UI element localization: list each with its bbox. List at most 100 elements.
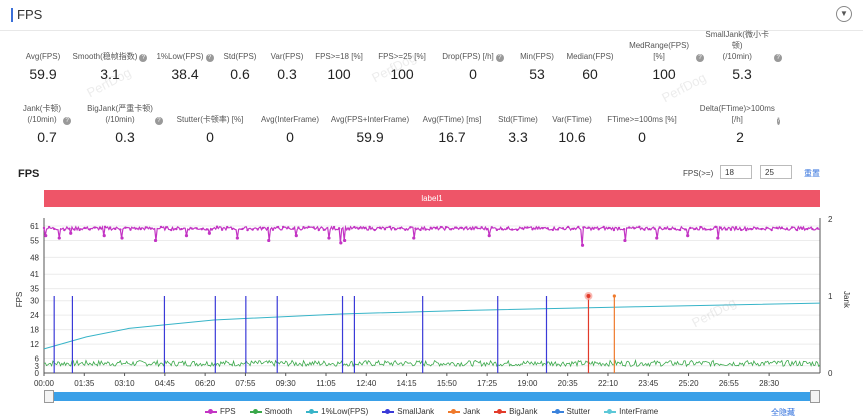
legend-label: BigJank	[509, 407, 538, 416]
fps-point	[795, 228, 799, 232]
stat-value: 0	[206, 129, 214, 145]
jank-marker	[612, 294, 616, 298]
fps-point	[526, 226, 529, 229]
stat-stats_row2-8: FTime>=100ms [%] 0	[602, 103, 682, 145]
fps-point	[83, 226, 86, 230]
fps-point	[383, 228, 387, 231]
fps-point	[673, 227, 677, 230]
stat-value: 59.9	[29, 66, 57, 82]
stat-stats_row1-0: Avg(FPS) 59.9	[3, 40, 83, 82]
stat-stats_row1-10: MedRange(FPS)[%]? 100	[624, 40, 704, 82]
stat-stats_row1-6: FPS>=25 [%] 100	[362, 40, 442, 82]
help-icon[interactable]: ?	[495, 54, 504, 62]
fps-point	[521, 227, 524, 230]
stat-label: FTime>=100ms [%]	[607, 115, 677, 124]
stat-value: 3.3	[508, 129, 528, 145]
stat-value: 60	[582, 66, 598, 82]
fps-point	[93, 226, 97, 229]
hide-all-link[interactable]: 全隐藏	[771, 408, 795, 417]
fps-dip-point	[267, 238, 271, 243]
threshold-input-1[interactable]	[720, 165, 752, 179]
fps-point	[98, 226, 102, 229]
fps-point	[363, 226, 366, 230]
fps-point	[541, 227, 544, 230]
legend-item[interactable]: BigJank	[494, 407, 538, 416]
stat-label: FPS>=25 [%]	[378, 52, 426, 61]
legend-item[interactable]: SmallJank	[382, 407, 434, 416]
fps-point	[683, 228, 687, 231]
help-icon[interactable]: ?	[154, 117, 163, 125]
range-handle-left[interactable]	[44, 390, 54, 403]
legend-swatch	[604, 408, 617, 414]
fps-dip-point	[487, 234, 491, 238]
fps-point	[276, 225, 280, 229]
legend-swatch	[249, 408, 262, 414]
fps-point	[444, 226, 448, 229]
stat-value: 0.6	[230, 66, 250, 82]
fps-point	[449, 228, 453, 231]
header-accent	[11, 8, 13, 22]
y2-axis-title: Jank	[842, 291, 851, 309]
stat-label: Jank(卡顿) (/10min)?	[7, 103, 87, 125]
reset-link[interactable]: 重置	[804, 169, 820, 178]
stat-stats_row2-6: Std(FTime) 3.3	[478, 103, 558, 145]
stat-value: 53	[529, 66, 545, 82]
fps-point	[714, 225, 717, 229]
fps-point	[353, 225, 356, 229]
threshold-input-2[interactable]	[760, 165, 792, 179]
fps-dip-point	[120, 236, 124, 240]
range-handle-right[interactable]	[810, 390, 820, 403]
legend-item[interactable]: Smooth	[249, 407, 292, 416]
stat-stats_row1-1: Smooth(稳帧指数)? 3.1	[70, 40, 150, 82]
stat-value: 100	[390, 66, 414, 82]
fps-point	[124, 226, 127, 229]
fps-point	[220, 228, 224, 231]
fps-point	[592, 227, 595, 230]
stat-value: 10.6	[558, 129, 586, 145]
fps-dip-point	[623, 238, 627, 243]
fps-point	[47, 225, 51, 229]
legend-item[interactable]: Stutter	[551, 407, 590, 416]
x-tick-label: 20:35	[558, 379, 579, 388]
fps-point	[643, 228, 646, 231]
fps-dip-point	[716, 236, 720, 240]
fps-point	[668, 227, 672, 231]
legend-item[interactable]: FPS	[205, 407, 236, 416]
help-icon[interactable]: ?	[774, 54, 782, 62]
y2-tick-label: 1	[828, 292, 833, 301]
collapse-button[interactable]: ▼	[836, 6, 852, 22]
stat-label: Avg(FTime) [ms]	[422, 115, 482, 124]
help-icon[interactable]: ?	[139, 54, 148, 62]
stat-stats_row2-3: Avg(InterFrame) 0	[250, 103, 330, 145]
stat-value: 3.1	[100, 66, 120, 82]
help-icon[interactable]: ?	[696, 54, 704, 62]
label-band[interactable]: label1	[44, 190, 820, 207]
legend-item[interactable]: InterFrame	[604, 407, 658, 416]
stat-label: Avg(FPS)	[25, 52, 61, 61]
fps-point	[627, 226, 631, 229]
fps-dip-point	[655, 236, 659, 240]
fps-point	[414, 227, 417, 230]
help-icon[interactable]: ?	[776, 117, 781, 125]
fps-point	[439, 225, 443, 229]
help-icon[interactable]: ?	[205, 54, 214, 62]
fps-point	[800, 227, 804, 231]
legend-item[interactable]: 1%Low(FPS)	[306, 407, 368, 416]
help-icon[interactable]: ?	[63, 117, 72, 125]
stat-stats_row2-7: Var(FTime) 10.6	[532, 103, 612, 145]
legend-item[interactable]: Jank	[448, 407, 480, 416]
stat-stats_row1-5: FPS>=18 [%] 100	[299, 40, 379, 82]
fps-point	[251, 228, 254, 231]
legend-swatch	[551, 408, 564, 414]
fps-point	[393, 228, 397, 231]
fps-point	[287, 226, 290, 229]
x-tick-label: 17:25	[477, 379, 498, 388]
x-tick-label: 09:30	[276, 379, 297, 388]
stat-label: SmallJank(微小卡顿) (/10min)?	[702, 30, 782, 62]
fps-point	[266, 226, 270, 230]
fps-point	[750, 227, 753, 231]
range-slider-track[interactable]	[44, 392, 820, 401]
fps-point	[663, 226, 666, 230]
stat-label: Min(FPS)	[520, 52, 554, 61]
chevron-down-icon: ▼	[840, 9, 848, 18]
